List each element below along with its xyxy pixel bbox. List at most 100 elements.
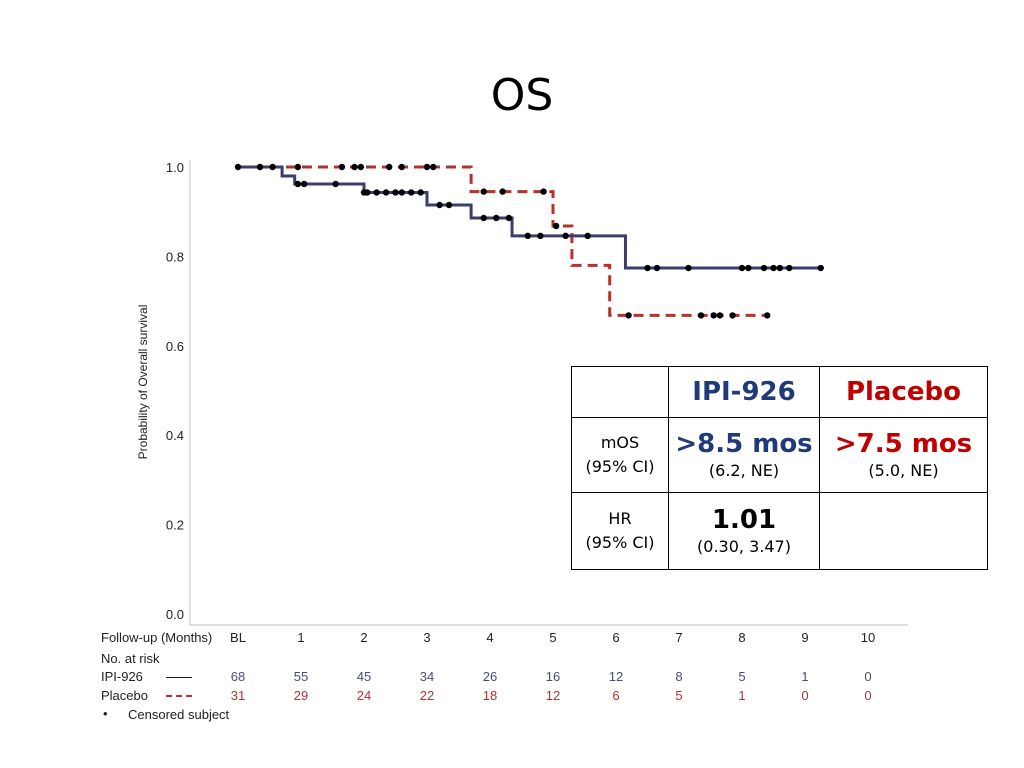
- risk-count: 1: [738, 688, 746, 703]
- censor-mark: [386, 163, 393, 171]
- stats-corner-cell: [571, 366, 669, 418]
- censor-note: Censored subject: [128, 707, 230, 722]
- censor-mark: [493, 214, 500, 222]
- censor-mark: [480, 214, 487, 222]
- x-tick-label: 8: [738, 630, 746, 645]
- censor-mark: [436, 201, 443, 209]
- risk-count: 68: [230, 669, 246, 684]
- x-tick-label: 5: [549, 630, 557, 645]
- censor-mark: [398, 189, 405, 196]
- slide-title: OS: [490, 70, 554, 121]
- hr-label: HR: [608, 509, 632, 528]
- stats-table: IPI-926 Placebo mOS (95% CI) >8.5 mos (6…: [571, 366, 988, 570]
- risk-count: 8: [675, 669, 683, 684]
- mos-ci-label: (95% CI): [585, 457, 655, 476]
- risk-count: 26: [482, 669, 498, 684]
- censor-mark: [294, 163, 302, 171]
- risk-count: 0: [864, 669, 872, 684]
- censor-mark: [505, 214, 513, 222]
- series-ipi-926: [234, 163, 824, 272]
- x-tick-label: BL: [230, 630, 246, 645]
- x-tick-label: 10: [860, 630, 876, 645]
- risk-row-label-placebo: Placebo: [101, 688, 148, 703]
- censor-mark: [408, 189, 415, 196]
- mos-label-cell: mOS (95% CI): [571, 417, 669, 493]
- x-tick-label: 3: [423, 630, 431, 645]
- censor-mark: [363, 189, 371, 196]
- hr-label-cell: HR (95% CI): [571, 492, 669, 570]
- x-tick-label: 7: [675, 630, 683, 645]
- censor-mark: [382, 189, 390, 196]
- hr-ci: (0.30, 3.47): [697, 537, 791, 556]
- mos-placebo-ci: (5.0, NE): [868, 461, 939, 480]
- censor-mark: [760, 264, 768, 272]
- stats-header-placebo: Placebo: [819, 366, 988, 418]
- y-tick-label: 1.0: [166, 160, 184, 175]
- y-tick-labels: 0.0 0.2 0.4 0.6 0.8 1.0: [166, 160, 184, 622]
- censor-mark: [745, 264, 752, 272]
- risk-count: 12: [545, 688, 561, 703]
- censor-mark: [392, 189, 399, 196]
- x-tick-label: 4: [486, 630, 494, 645]
- censor-mark: [256, 163, 264, 171]
- risk-count: 34: [419, 669, 435, 684]
- risk-count: 5: [675, 688, 683, 703]
- censor-mark: [738, 264, 746, 272]
- risk-count: 24: [356, 688, 372, 703]
- mos-placebo-cell: >7.5 mos (5.0, NE): [819, 417, 988, 493]
- censor-mark: [430, 163, 437, 171]
- censor-mark: [537, 232, 544, 240]
- series-placebo: [238, 163, 771, 319]
- chart-axes: [189, 160, 908, 626]
- risk-count: 22: [419, 688, 435, 703]
- censor-mark: [653, 264, 661, 272]
- legend-dashed-line-icon: [166, 695, 192, 697]
- risk-count: 29: [293, 688, 309, 703]
- censor-mark: [398, 163, 405, 171]
- censor-mark: [817, 264, 824, 272]
- censor-mark: [625, 312, 632, 319]
- hr-empty-cell: [819, 492, 988, 570]
- censor-bullet-icon: •: [103, 706, 108, 721]
- censor-mark: [357, 163, 365, 171]
- risk-count: 6: [612, 688, 620, 703]
- censor-mark: [294, 180, 302, 188]
- censor-mark: [685, 264, 692, 272]
- censor-mark: [776, 264, 783, 272]
- censor-mark: [764, 312, 771, 319]
- risk-row-label-ipi: IPI-926: [101, 669, 143, 684]
- censor-mark: [710, 312, 717, 319]
- risk-count: 1: [801, 669, 809, 684]
- x-axis-label: Follow-up (Months): [101, 630, 213, 645]
- risk-count: 55: [293, 669, 309, 684]
- censor-mark: [445, 201, 453, 209]
- mos-ipi-ci: (6.2, NE): [708, 461, 780, 480]
- censor-mark: [423, 163, 431, 171]
- risk-count: 12: [608, 669, 624, 684]
- x-tick-label: 2: [360, 630, 368, 645]
- censor-mark: [332, 180, 339, 188]
- risk-count: 5: [738, 669, 746, 684]
- censor-mark: [234, 163, 242, 171]
- risk-count: 31: [230, 688, 246, 703]
- mos-ipi-cell: >8.5 mos (6.2, NE): [668, 417, 820, 493]
- x-tick-label: 1: [297, 630, 305, 645]
- legend-solid-line-icon: [166, 677, 192, 678]
- y-tick-label: 0.0: [166, 607, 184, 622]
- censor-mark: [716, 312, 724, 319]
- stats-header-ipi: IPI-926: [668, 366, 820, 418]
- risk-count: 45: [356, 669, 372, 684]
- km-step-line: [238, 165, 821, 270]
- hr-ci-label: (95% CI): [585, 533, 655, 552]
- censor-mark: [300, 180, 308, 188]
- censor-mark: [644, 264, 651, 272]
- y-tick-label: 0.6: [166, 339, 184, 354]
- censor-mark: [269, 163, 276, 171]
- censor-mark: [351, 163, 358, 171]
- x-tick-label: 9: [801, 630, 809, 645]
- risk-count: 0: [801, 688, 809, 703]
- mos-ipi-value: >8.5 mos: [675, 429, 813, 459]
- y-tick-label: 0.8: [166, 249, 184, 264]
- censor-mark: [786, 264, 793, 272]
